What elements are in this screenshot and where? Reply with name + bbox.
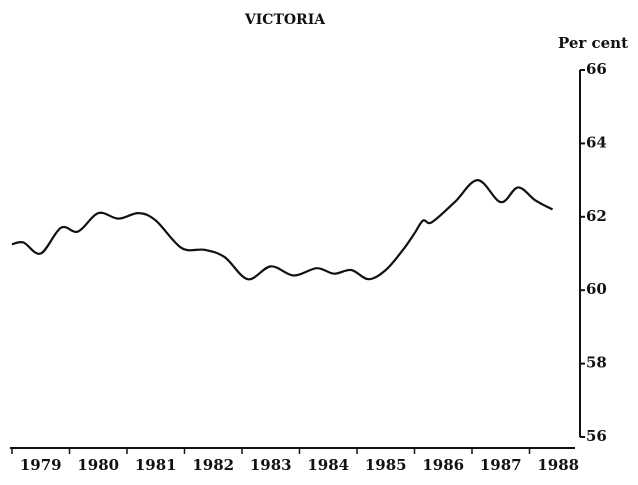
chart-title: VICTORIA — [244, 12, 326, 28]
x-tick-label: 1987 — [480, 456, 522, 474]
y-tick-label: 56 — [586, 427, 607, 445]
x-tick-label: 1981 — [135, 456, 177, 474]
x-tick-label: 1980 — [77, 456, 119, 474]
x-tick-label: 1986 — [422, 456, 464, 474]
x-tick-label: 1979 — [20, 456, 62, 474]
x-tick-label: 1984 — [307, 456, 349, 474]
data-line — [11, 178, 554, 281]
x-tick-label: 1988 — [537, 456, 579, 474]
y-tick-label: 64 — [586, 133, 607, 151]
x-tick-label: 1983 — [250, 456, 292, 474]
x-tick-label: 1982 — [192, 456, 234, 474]
y-tick-label: 66 — [586, 60, 607, 78]
y-tick-label: 62 — [586, 207, 607, 225]
y-axis-label: Per cent — [558, 34, 628, 52]
y-tick-label: 60 — [586, 280, 607, 298]
y-tick-label: 58 — [586, 354, 607, 372]
x-tick-label: 1985 — [365, 456, 407, 474]
